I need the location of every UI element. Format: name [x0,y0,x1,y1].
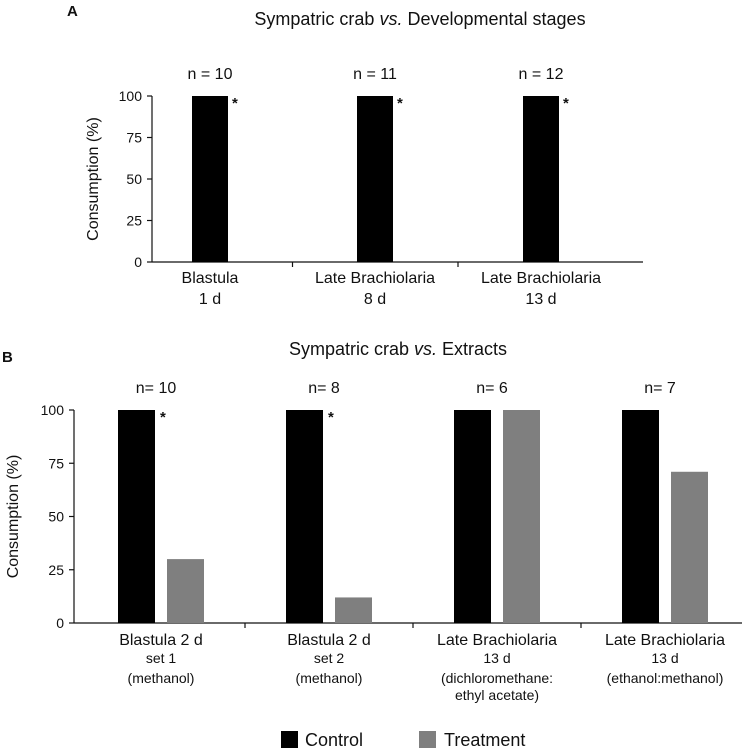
bar-treatment [671,471,708,623]
y-tick-label: 75 [126,130,142,146]
chart-title-part: Sympatric crab [289,339,414,359]
bar-control [357,96,393,262]
y-axis-label: Consumption (%) [85,117,102,241]
x-category-label: Blastula 2 d [287,632,371,649]
legend-swatch-control [281,731,298,748]
sample-size-label: n= 8 [308,380,340,397]
chart-legend: Control Treatment [281,730,525,750]
chart-title-part: Developmental stages [402,9,585,29]
bar-control [622,410,659,623]
x-category-label: 8 d [364,291,386,308]
y-tick-label: 100 [41,402,65,418]
significance-star: * [328,409,334,426]
sample-size-label: n = 12 [519,66,564,83]
y-tick-label: 0 [56,615,64,631]
significance-star: * [563,95,569,112]
bar-treatment [167,559,204,623]
x-category-label: set 1 [146,650,177,666]
y-tick-label: 25 [126,213,142,229]
x-category-label: 13 d [483,650,510,666]
sample-size-label: n = 11 [353,66,397,83]
x-category-label: (ethanol:methanol) [607,670,724,686]
chart-title-part: Extracts [437,339,507,359]
bar-treatment [503,410,540,623]
bar-control [523,96,559,262]
panel-letter: A [67,3,78,20]
chart-title-part: vs. [379,9,402,29]
x-category-label: Late Brachiolaria [315,270,435,287]
y-tick-label: 25 [48,562,64,578]
y-axis-label: Consumption (%) [5,455,22,579]
bar-treatment [335,597,372,623]
panel-letter: B [2,349,13,366]
significance-star: * [397,95,403,112]
chart-title: Sympatric crab vs. Developmental stages [254,9,585,29]
x-category-label: Late Brachiolaria [605,632,725,649]
legend-label: Control [305,730,363,750]
panel-b-chart: B Sympatric crab vs. Extracts 100 75 50 25 0 Co… [2,339,742,703]
sample-size-label: n = 10 [188,66,233,83]
chart-title-part: vs. [414,339,437,359]
bar-control [286,410,323,623]
x-category-label: 13 d [651,650,678,666]
x-category-label: ethyl acetate) [455,687,539,703]
bar-control [454,410,491,623]
y-tick-label: 50 [48,509,64,525]
bar-control [192,96,228,262]
chart-title-part: Sympatric crab [254,9,379,29]
x-category-label: Blastula 2 d [119,632,203,649]
x-category-label: 1 d [199,291,221,308]
y-tick-label: 50 [126,171,142,187]
x-category-label: Late Brachiolaria [437,632,557,649]
sample-size-label: n= 6 [476,380,508,397]
x-category-label: Blastula [182,270,239,287]
x-category-label: set 2 [314,650,345,666]
chart-title: Sympatric crab vs. Extracts [289,339,507,359]
x-category-label: Late Brachiolaria [481,270,601,287]
y-tick-label: 0 [134,254,142,270]
sample-size-label: n= 7 [644,380,676,397]
bar-control [118,410,155,623]
x-category-label: 13 d [525,291,556,308]
panel-a-chart: A Sympatric crab vs. Developmental stages… [67,3,643,308]
y-tick-label: 75 [48,455,64,471]
x-category-label: (methanol) [128,670,195,686]
legend-swatch-treatment [419,731,436,748]
x-category-label: (methanol) [296,670,363,686]
significance-star: * [232,95,238,112]
y-tick-label: 100 [119,88,143,104]
x-category-label: (dichloromethane: [441,670,553,686]
legend-label: Treatment [444,730,525,750]
significance-star: * [160,409,166,426]
sample-size-label: n= 10 [136,380,177,397]
